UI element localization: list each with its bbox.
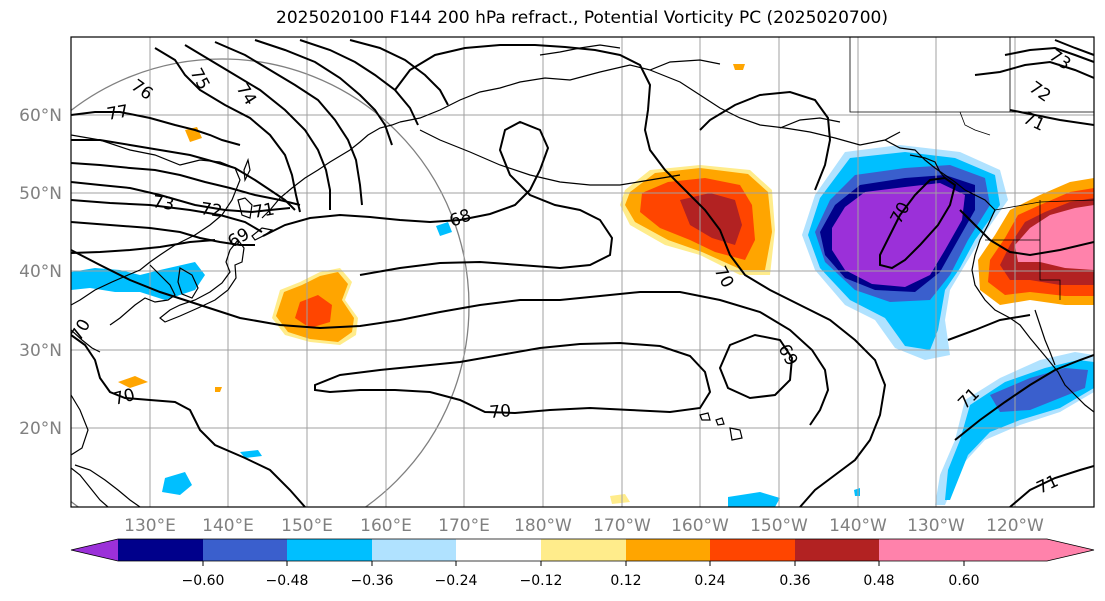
lat-label: 20°N xyxy=(19,419,62,439)
lon-label: 130°E xyxy=(124,516,176,536)
map-title: 2025020100 F144 200 hPa refract., Potent… xyxy=(276,8,888,28)
colorbar-segment xyxy=(71,539,118,561)
colorbar-segment xyxy=(118,539,203,561)
colorbar-segment xyxy=(795,539,879,561)
colorbar-tick: 0.24 xyxy=(694,573,725,589)
lon-label: 150°E xyxy=(281,516,333,536)
lon-label: 180°W xyxy=(514,516,572,536)
graticule xyxy=(71,37,1094,507)
latitude-labels: 60°N 50°N 40°N 30°N 20°N xyxy=(19,106,62,439)
pv-contours xyxy=(71,39,1094,507)
colorbar-segment xyxy=(879,539,1094,561)
lon-label: 160°W xyxy=(671,516,729,536)
contour-label: 72 xyxy=(199,199,223,222)
colorbar-segment xyxy=(541,539,626,561)
contour-label: 73 xyxy=(151,192,175,215)
longitude-labels: 130°E 140°E 150°E 160°E 170°E 180°W 170°… xyxy=(124,516,1044,536)
lat-label: 40°N xyxy=(19,262,62,282)
colorbar-segment xyxy=(372,539,456,561)
borders xyxy=(849,37,1094,300)
colorbar-tick: −0.48 xyxy=(266,573,309,589)
colorbar: −0.60 −0.48 −0.36 −0.24 −0.12 0.12 0.24 … xyxy=(70,538,1095,589)
map-frame xyxy=(70,36,1095,508)
colorbar-segment xyxy=(287,539,372,561)
colorbar-tick: 0.60 xyxy=(948,573,979,589)
coastlines xyxy=(71,44,1094,507)
lon-label: 150°W xyxy=(750,516,808,536)
colorbar-tick: 0.36 xyxy=(779,573,810,589)
contour-label: 70 xyxy=(489,401,512,423)
lon-label: 170°W xyxy=(593,516,651,536)
lat-label: 30°N xyxy=(19,341,62,361)
lon-label: 140°W xyxy=(829,516,887,536)
colorbar-tick: 0.48 xyxy=(863,573,894,589)
colorbar-tick: 0.12 xyxy=(610,573,641,589)
colorbar-segment xyxy=(203,539,287,561)
map-area: 76 75 74 77 73 72 71 69 68 70 70 70 70 6… xyxy=(71,37,1094,507)
lon-label: 120°W xyxy=(986,516,1044,536)
colorbar-segment xyxy=(456,539,541,561)
colorbar-tick: −0.36 xyxy=(351,573,394,589)
contour-label: 77 xyxy=(105,101,130,124)
lon-label: 130°W xyxy=(907,516,965,536)
lon-label: 140°E xyxy=(202,516,254,536)
colorbar-segment xyxy=(626,539,710,561)
lon-label: 160°E xyxy=(360,516,412,536)
contour-label: 71 xyxy=(251,199,276,222)
lat-label: 50°N xyxy=(19,184,62,204)
lat-label: 60°N xyxy=(19,106,62,126)
colorbar-segment xyxy=(710,539,795,561)
lon-label: 170°E xyxy=(438,516,490,536)
colorbar-tick: −0.24 xyxy=(435,573,478,589)
colorbar-tick: −0.12 xyxy=(520,573,563,589)
colorbar-tick: −0.60 xyxy=(182,573,225,589)
